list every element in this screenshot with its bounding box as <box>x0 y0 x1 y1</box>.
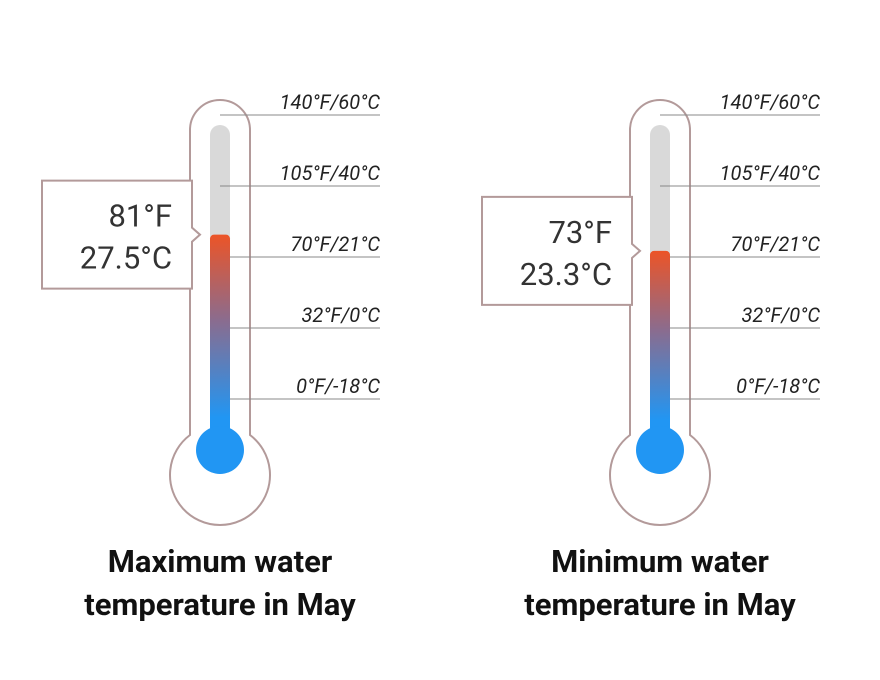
bulb <box>196 426 244 474</box>
tick-label: 0°F/-18°C <box>736 374 820 398</box>
value-label-f: 81°F <box>108 198 172 235</box>
value-label-c: 23.3°C <box>520 256 612 293</box>
value-label-f: 73°F <box>548 214 612 251</box>
tick-label: 140°F/60°C <box>720 90 821 114</box>
tick-label: 105°F/40°C <box>720 161 821 185</box>
callout <box>41 179 202 290</box>
mercury <box>650 250 670 450</box>
mercury <box>210 234 230 450</box>
tick-label: 70°F/21°C <box>731 232 821 256</box>
tick-label: 70°F/21°C <box>291 232 381 256</box>
value-label-c: 27.5°C <box>80 240 172 277</box>
tick-label: 32°F/0°C <box>301 303 380 327</box>
chart-title: Minimum water temperature in May <box>524 543 796 623</box>
bulb <box>636 426 684 474</box>
tick-label: 140°F/60°C <box>280 90 381 114</box>
tick-label: 32°F/0°C <box>741 303 820 327</box>
callout <box>481 195 642 306</box>
tick-label: 105°F/40°C <box>280 161 381 185</box>
tick-label: 0°F/-18°C <box>296 374 380 398</box>
chart-title: Maximum water temperature in May <box>84 543 356 623</box>
